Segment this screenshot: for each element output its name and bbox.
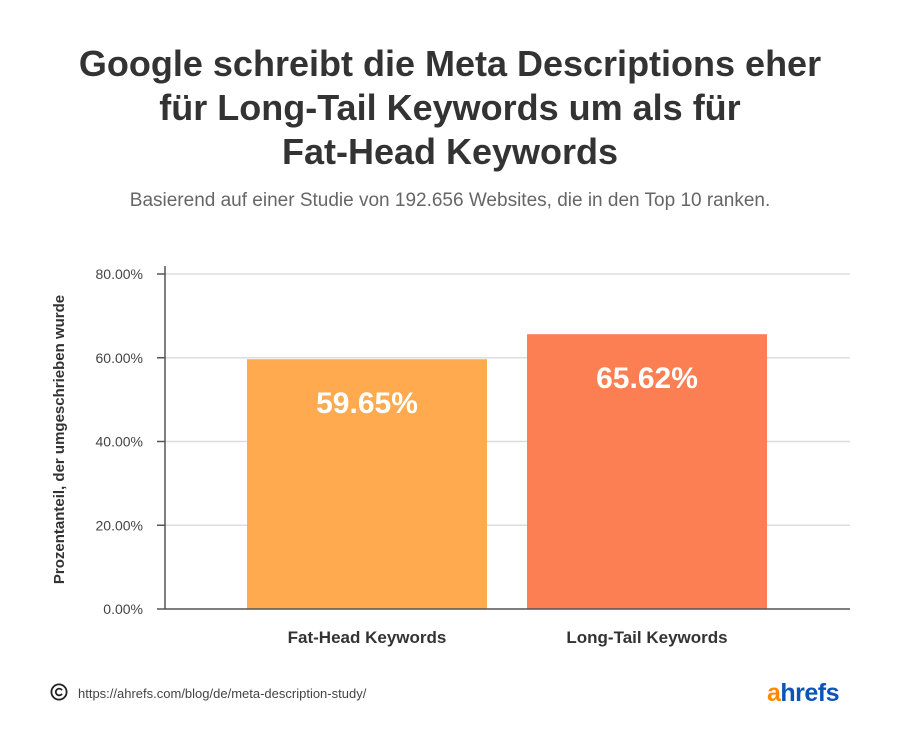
bar — [247, 359, 487, 609]
chart-title-line-2: für Long-Tail Keywords um als für — [159, 87, 741, 128]
chart-title-line-3: Fat-Head Keywords — [281, 131, 619, 172]
y-axis-label: Prozentanteil, der umgeschrieben wurde — [51, 295, 68, 584]
x-tick-label: Long-Tail Keywords — [566, 628, 727, 647]
x-tick-label: Fat-Head Keywords — [288, 628, 447, 647]
bar-chart: 0.00% 20.00% 40.00% 60.00% 80.00% 59.65% Fat-H… — [51, 266, 850, 647]
logo-text: hrefs — [780, 679, 840, 707]
data-label: 65.62% — [596, 362, 698, 395]
copyright-icon — [50, 683, 68, 701]
chart-subtitle: Basierend auf einer Studie von 192.656 W… — [129, 190, 771, 211]
y-tick-label: 0.00% — [103, 601, 143, 617]
bar — [527, 334, 767, 609]
data-label: 59.65% — [316, 387, 418, 420]
chart-title-line-1: Google schreibt die Meta Descriptions eh… — [78, 43, 822, 84]
ahrefs-logo: ahrefs — [767, 679, 840, 708]
y-tick-label: 60.00% — [96, 350, 143, 366]
source-url: https://ahrefs.com/blog/de/meta-descript… — [78, 686, 367, 701]
y-tick-label: 40.00% — [96, 434, 143, 450]
y-tick-label: 20.00% — [96, 517, 143, 533]
chart-title: Google schreibt die Meta Descriptions eh… — [0, 42, 900, 174]
y-tick-label: 80.00% — [96, 266, 143, 282]
logo-letter-a: a — [767, 679, 781, 707]
